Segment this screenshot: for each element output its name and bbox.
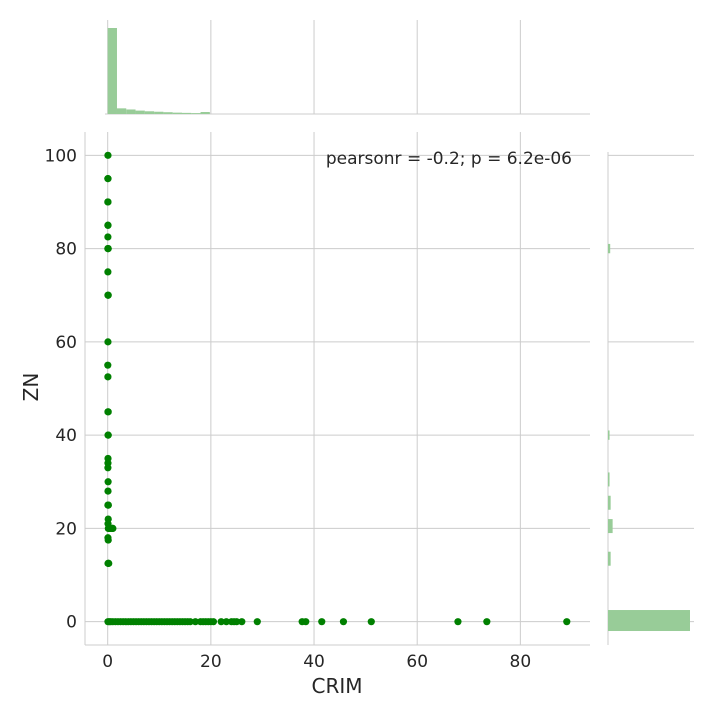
scatter-point [104, 373, 112, 381]
top-histogram-bar [126, 109, 136, 114]
x-tick-label: 80 [510, 652, 532, 672]
x-tick-label: 0 [102, 652, 113, 672]
scatter-points [104, 151, 571, 626]
scatter-point [104, 233, 112, 241]
top-histogram-bar [172, 112, 182, 114]
scatter-point [104, 464, 112, 472]
scatter-point [104, 431, 112, 439]
right-histogram-bar [608, 610, 690, 632]
right-histogram-bar [608, 472, 610, 487]
scatter-point [104, 244, 112, 253]
scatter-point [253, 618, 261, 626]
x-axis-label: CRIM [311, 674, 362, 698]
scatter-point [104, 221, 112, 229]
scatter-point [104, 536, 112, 544]
right-histogram-bar [608, 495, 611, 510]
scatter-point [238, 618, 246, 626]
y-tick-labels: 0 20 40 60 80 100 [45, 146, 77, 632]
scatter-point [318, 618, 326, 626]
y-tick-label: 20 [55, 519, 77, 539]
scatter-point [104, 361, 112, 369]
scatter-point [104, 487, 112, 495]
scatter-point [339, 618, 348, 626]
scatter-point [104, 478, 112, 486]
main-grid [85, 132, 590, 645]
scatter-point [186, 618, 194, 626]
scatter-point [302, 618, 310, 626]
top-histogram-bar [191, 113, 201, 114]
top-histogram-bar [200, 112, 210, 114]
top-histogram-bar [107, 28, 117, 114]
scatter-point [104, 501, 112, 509]
scatter-point [104, 151, 112, 159]
y-axis-label: ZN [19, 373, 43, 402]
top-histogram-bar [154, 111, 164, 114]
scatter-point [454, 618, 462, 626]
scatter-point [104, 291, 112, 299]
top-histogram-bar [163, 112, 173, 114]
x-tick-label: 60 [406, 652, 428, 672]
top-histogram-bar [116, 108, 127, 114]
top-histogram-bar [144, 111, 155, 114]
y-tick-label: 0 [66, 613, 77, 633]
scatter-point [104, 338, 112, 346]
right-histogram-bar [608, 430, 610, 440]
x-tick-labels: 0 20 40 60 80 [102, 652, 531, 672]
y-tick-label: 40 [55, 426, 77, 446]
main-axes [84, 132, 590, 646]
right-marginal-histogram [608, 243, 690, 632]
right-marginal-grid [607, 152, 694, 645]
right-histogram-bar [608, 519, 613, 534]
x-tick-label: 40 [303, 652, 325, 672]
top-marginal-histogram [107, 28, 210, 114]
right-histogram-bar [608, 551, 611, 566]
y-tick-label: 80 [55, 240, 77, 260]
scatter-point [105, 559, 113, 567]
scatter-point [104, 408, 112, 416]
y-tick-label: 100 [45, 146, 77, 166]
right-histogram-bar [608, 243, 611, 254]
pearson-annotation: pearsonr = -0.2; p = 6.2e-06 [326, 149, 572, 169]
y-tick-label: 60 [55, 333, 77, 353]
scatter-point [367, 618, 375, 626]
scatter-point [104, 198, 112, 206]
scatter-point [563, 618, 571, 626]
top-histogram-bar [181, 112, 192, 114]
scatter-point [209, 618, 218, 626]
scatter-point [104, 268, 112, 276]
scatter-point [191, 618, 199, 626]
scatter-point [222, 618, 230, 626]
top-histogram-bar [135, 110, 145, 114]
scatter-point [104, 175, 112, 183]
scatter-point [483, 618, 491, 626]
scatter-point [217, 618, 225, 626]
x-tick-label: 20 [200, 652, 222, 672]
scatter-point [109, 524, 117, 533]
scatter-point [233, 618, 241, 626]
top-marginal-grid [105, 20, 590, 115]
